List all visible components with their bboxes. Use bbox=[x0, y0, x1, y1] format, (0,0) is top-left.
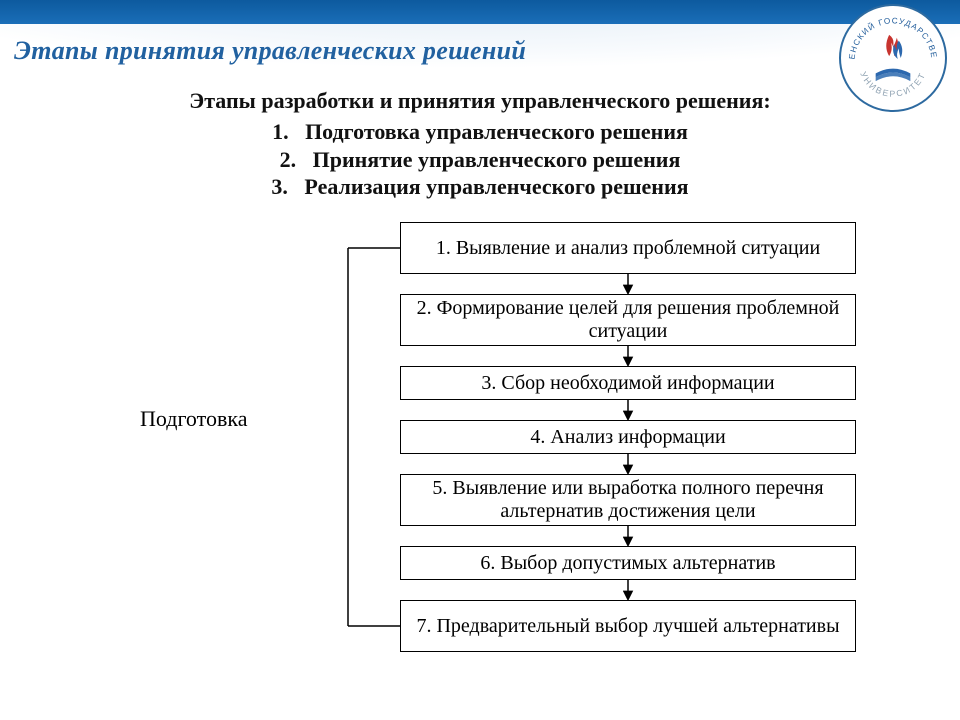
step-text: Подготовка управленческого решения bbox=[305, 119, 688, 144]
university-logo: СМОЛЕНСКИЙ ГОСУДАРСТВЕННЫЙ УНИВЕРСИТЕТ bbox=[835, 0, 950, 115]
top-stripe bbox=[0, 0, 960, 24]
flow-box-2: 2. Формирование целей для решения пробле… bbox=[400, 294, 856, 346]
step-text: Принятие управленческого решения bbox=[313, 147, 681, 172]
flow-box-5: 5. Выявление или выработка полного переч… bbox=[400, 474, 856, 526]
flow-box-4: 4. Анализ информации bbox=[400, 420, 856, 454]
step-num: 3. bbox=[271, 174, 288, 199]
step-num: 2. bbox=[280, 147, 297, 172]
flow-box-7: 7. Предварительный выбор лучшей альтерна… bbox=[400, 600, 856, 652]
step-line-2: 2. Принятие управленческого решения bbox=[0, 146, 960, 174]
flow-box-1: 1. Выявление и анализ проблемной ситуаци… bbox=[400, 222, 856, 274]
logo-svg: СМОЛЕНСКИЙ ГОСУДАРСТВЕННЫЙ УНИВЕРСИТЕТ bbox=[841, 6, 945, 110]
step-num: 1. bbox=[272, 119, 289, 144]
step-line-3: 3. Реализация управленческого решения bbox=[0, 173, 960, 201]
flow-box-3: 3. Сбор необходимой информации bbox=[400, 366, 856, 400]
step-line-1: 1. Подготовка управленческого решения bbox=[0, 118, 960, 146]
subheading: Этапы разработки и принятия управленческ… bbox=[0, 88, 960, 114]
phase-label: Подготовка bbox=[140, 406, 310, 432]
flow-box-6: 6. Выбор допустимых альтернатив bbox=[400, 546, 856, 580]
subtitle-block: Этапы разработки и принятия управленческ… bbox=[0, 88, 960, 201]
step-text: Реализация управленческого решения bbox=[304, 174, 688, 199]
logo-ring: СМОЛЕНСКИЙ ГОСУДАРСТВЕННЫЙ УНИВЕРСИТЕТ bbox=[839, 4, 947, 112]
page-title: Этапы принятия управленческих решений bbox=[14, 36, 526, 66]
flow-diagram: Подготовка 1. Выявление и анализ проблем… bbox=[140, 216, 920, 716]
